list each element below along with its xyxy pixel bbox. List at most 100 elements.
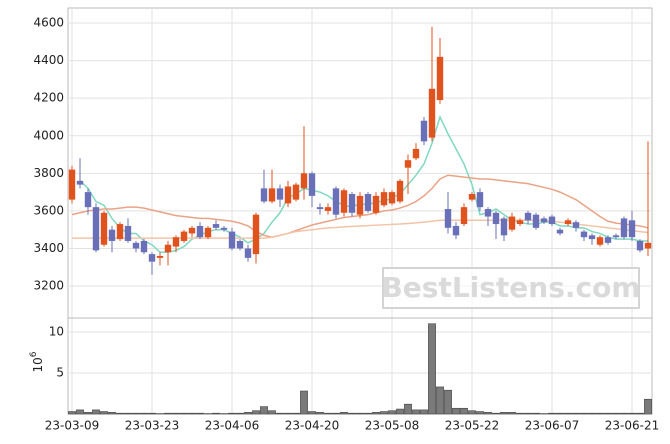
volume-bar xyxy=(84,412,92,415)
volume-bar xyxy=(316,412,324,415)
volume-bar xyxy=(564,412,572,415)
volume-bar xyxy=(244,412,252,415)
volume-bar xyxy=(116,412,124,415)
candle-body xyxy=(140,240,148,253)
candle-body xyxy=(580,231,588,238)
candle-body xyxy=(292,184,300,200)
watermark-text: BestListens.com xyxy=(381,271,640,304)
candle-body xyxy=(628,220,636,238)
volume-bar xyxy=(644,398,652,415)
candle-body xyxy=(572,222,580,228)
candle-body xyxy=(356,195,364,215)
candle-body xyxy=(508,216,516,230)
candle-body xyxy=(244,248,252,258)
volume-bar xyxy=(460,407,468,415)
volume-bar xyxy=(636,412,644,415)
volume-bar xyxy=(196,412,204,415)
volume-bar xyxy=(364,412,372,415)
candle-body xyxy=(92,207,100,251)
candle-body xyxy=(252,214,260,255)
x-tick-label: 23-04-06 xyxy=(205,419,259,433)
candle-body xyxy=(484,209,492,217)
volume-bar xyxy=(612,412,620,415)
candle-body xyxy=(548,216,556,225)
candle-body xyxy=(220,227,228,230)
volume-bar xyxy=(404,403,412,415)
candle-body xyxy=(556,229,564,234)
volume-bar xyxy=(68,411,76,415)
volume-bar xyxy=(396,408,404,415)
volume-bar xyxy=(332,412,340,415)
candle-body xyxy=(444,209,452,228)
volume-bar xyxy=(548,412,556,415)
volume-bar xyxy=(428,323,436,415)
candle-body xyxy=(644,242,652,249)
volume-bar xyxy=(372,412,380,415)
candle-body xyxy=(332,188,340,215)
candle-body xyxy=(452,225,460,236)
volume-bar xyxy=(420,409,428,415)
candle-body xyxy=(428,88,436,138)
watermark: BestListens.com xyxy=(381,267,641,309)
candle-body xyxy=(76,180,84,185)
volume-bar xyxy=(620,412,628,415)
candle-body xyxy=(204,227,212,238)
candle-body xyxy=(188,227,196,234)
y-tick-label: 4400 xyxy=(33,53,64,67)
volume-bar xyxy=(76,409,84,415)
volume-bar xyxy=(340,412,348,415)
y-tick-label: 4200 xyxy=(33,91,64,105)
candle-body xyxy=(196,225,204,238)
volume-bar xyxy=(388,410,396,415)
candle-body xyxy=(180,231,188,241)
volume-bar xyxy=(492,412,500,415)
candle-body xyxy=(156,256,164,258)
candle-body xyxy=(308,173,316,196)
candle-body xyxy=(236,240,244,249)
x-tick-label: 23-03-09 xyxy=(45,419,99,433)
candle-body xyxy=(396,180,404,202)
volume-bar xyxy=(484,412,492,415)
candle-body xyxy=(468,194,476,200)
volume-bar xyxy=(468,410,476,415)
volume-bar xyxy=(140,412,148,415)
candle-body xyxy=(324,207,332,211)
y-tick-label: 3600 xyxy=(33,203,64,217)
candle-body xyxy=(260,188,268,202)
label-exponent: 6 xyxy=(29,351,39,357)
candle-body xyxy=(404,160,412,168)
x-tick-label: 23-05-08 xyxy=(365,419,419,433)
candle-body xyxy=(132,242,140,249)
y2-tick-label: 10 xyxy=(49,324,64,338)
volume-bar xyxy=(284,412,292,415)
volume-bar xyxy=(124,412,132,415)
candle-body xyxy=(420,120,428,142)
volume-bar xyxy=(228,412,236,415)
volume-bar xyxy=(108,412,116,415)
volume-bar xyxy=(164,412,172,415)
candle-body xyxy=(596,237,604,245)
candle-body xyxy=(588,235,596,240)
volume-bar xyxy=(268,410,276,415)
volume-bar xyxy=(212,412,220,415)
candle-body xyxy=(316,207,324,210)
candle-body xyxy=(412,148,420,159)
candle-body xyxy=(604,237,612,243)
volume-bar xyxy=(276,412,284,415)
candle-body xyxy=(108,229,116,241)
volume-bar xyxy=(92,409,100,415)
watermark-box xyxy=(382,267,640,309)
volume-bar xyxy=(252,410,260,415)
candle-body xyxy=(348,194,356,213)
volume-bar xyxy=(604,412,612,415)
candle-body xyxy=(436,56,444,101)
candle-body xyxy=(380,192,388,206)
candle-body xyxy=(372,195,380,213)
volume-bar xyxy=(596,412,604,415)
volume-bar xyxy=(412,409,420,415)
y-tick-label: 3400 xyxy=(33,241,64,255)
volume-bar xyxy=(188,412,196,415)
candle-body xyxy=(364,194,372,211)
volume-bar xyxy=(580,412,588,415)
candle-body xyxy=(276,188,284,200)
